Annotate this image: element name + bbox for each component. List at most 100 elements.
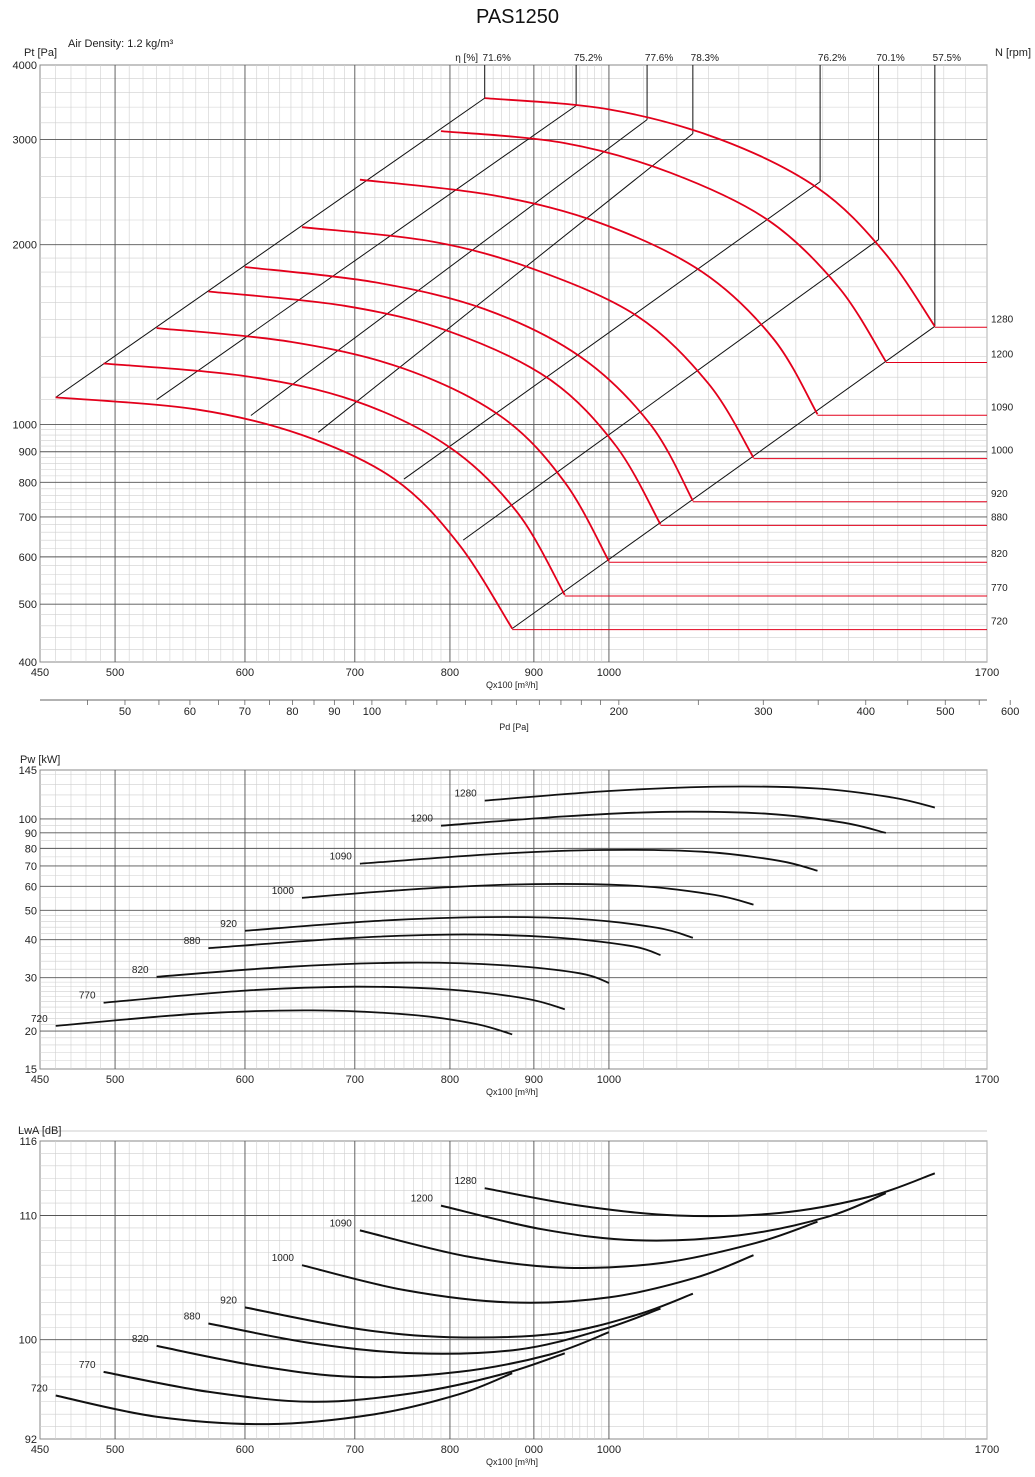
efficiency-label: 77.6% — [645, 53, 673, 64]
speed-curve — [55, 396, 513, 630]
power-curve-label: 770 — [79, 991, 96, 1002]
efficiency-line — [250, 119, 648, 416]
x-axis-label: Qx100 [m³/h] — [486, 1087, 538, 1097]
x-tick-label: 450 — [31, 1074, 49, 1086]
efficiency-line — [511, 325, 936, 630]
power-curve — [156, 961, 610, 984]
sound-curve-label: 820 — [132, 1334, 149, 1345]
x-tick-label: 600 — [236, 1074, 254, 1086]
speed-curve — [156, 327, 610, 562]
y-axis-label: LwA [dB] — [18, 1125, 61, 1137]
efficiency-line — [55, 97, 485, 398]
efficiency-line — [156, 105, 577, 401]
y-tick-label: 20 — [25, 1026, 37, 1038]
rpm-label: 1280 — [991, 314, 1014, 325]
power-curve-label: 720 — [31, 1014, 48, 1025]
x-tick-label: 600 — [236, 1444, 254, 1456]
x-tick-label: 450 — [31, 667, 49, 679]
pd-tick-label: 600 — [1001, 706, 1019, 718]
pd-tick-label: 60 — [184, 706, 196, 718]
efficiency-label: 70.1% — [876, 53, 904, 64]
efficiency-axis-label: η [%] — [455, 53, 478, 64]
x-tick-label: 900 — [525, 667, 543, 679]
x-tick-label: 1000 — [597, 667, 621, 679]
y-tick-label: 800 — [19, 477, 37, 489]
power-curve — [103, 985, 566, 1011]
pd-tick-label: 300 — [754, 706, 772, 718]
x-tick-label: 500 — [106, 1074, 124, 1086]
sound-curve — [484, 1172, 936, 1218]
y-tick-label: 80 — [25, 843, 37, 855]
x-tick-label: 700 — [346, 1074, 364, 1086]
sound-curve — [55, 1372, 513, 1426]
y-tick-label: 145 — [19, 765, 37, 777]
sound-curve — [301, 1254, 754, 1304]
x-axis-label: Qx100 [m³/h] — [486, 1457, 538, 1467]
power-curve — [301, 883, 754, 906]
efficiency-label: 78.3% — [691, 53, 719, 64]
x-tick-label: 1000 — [597, 1444, 621, 1456]
power-curve-label: 1280 — [454, 789, 477, 800]
air-density-note: Air Density: 1.2 kg/m³ — [68, 38, 173, 50]
power-curve-label: 1200 — [411, 814, 434, 825]
rpm-label: 920 — [991, 489, 1008, 500]
y-tick-label: 50 — [25, 905, 37, 917]
y-tick-label: 100 — [19, 814, 37, 826]
y-tick-label: 90 — [25, 828, 37, 840]
pd-tick-label: 50 — [119, 706, 131, 718]
y-tick-label: 4000 — [13, 60, 37, 72]
y-tick-label: 1000 — [13, 419, 37, 431]
efficiency-label: 76.2% — [818, 53, 846, 64]
efficiency-label: 75.2% — [574, 53, 602, 64]
rpm-label: 1000 — [991, 446, 1014, 457]
y-tick-label: 116 — [19, 1136, 37, 1148]
plot-frame — [39, 64, 988, 663]
speed-curve — [484, 97, 936, 327]
pd-tick-label: 100 — [363, 706, 381, 718]
y-tick-label: 60 — [25, 881, 37, 893]
power-curve-label: 880 — [184, 936, 201, 947]
pd-tick-label: 70 — [239, 706, 251, 718]
sound-curve — [103, 1352, 566, 1403]
power-curve — [244, 916, 694, 939]
x-tick-label: 800 — [441, 1444, 459, 1456]
speed-curve — [440, 130, 887, 362]
power-curve-label: 1000 — [272, 886, 295, 897]
power-curve — [55, 1009, 513, 1036]
pd-tick-label: 90 — [328, 706, 340, 718]
pressure-chart: 400 500 600 700 800 900 1000 2000 3000 4000 450 500… — [13, 38, 1031, 732]
y-tick-label: 700 — [19, 512, 37, 524]
pd-tick-label: 200 — [610, 706, 628, 718]
x-tick-label: 1700 — [975, 1444, 999, 1456]
sound-curve — [156, 1331, 610, 1379]
speed-curve — [301, 226, 755, 459]
sound-curve-label: 1280 — [454, 1176, 477, 1187]
power-curve-label: 920 — [220, 919, 237, 930]
y-tick-label: 2000 — [13, 240, 37, 252]
y-tick-label: 600 — [19, 552, 37, 564]
x-tick-label: 450 — [31, 1444, 49, 1456]
efficiency-line — [317, 133, 694, 433]
efficiency-line — [462, 239, 879, 541]
sound-curve — [244, 1292, 694, 1339]
rpm-axis-label: N [rpm] — [995, 47, 1031, 59]
y-tick-label: 15 — [25, 1064, 37, 1076]
sound-curve — [359, 1220, 818, 1269]
pd-axis-label: Pd [Pa] — [499, 722, 529, 732]
pd-tick-label: 500 — [936, 706, 954, 718]
y-tick-label: 100 — [19, 1335, 37, 1347]
y-tick-label: 400 — [19, 657, 37, 669]
x-tick-label: 500 — [106, 1444, 124, 1456]
efficiency-label: 57.5% — [933, 53, 961, 64]
sound-curve-label: 1090 — [330, 1218, 353, 1229]
x-tick-label: 700 — [346, 667, 364, 679]
x-tick-label: 1700 — [975, 667, 999, 679]
x-tick-label: 800 — [441, 1074, 459, 1086]
rpm-label: 880 — [991, 512, 1008, 523]
y-tick-label: 40 — [25, 935, 37, 947]
speed-curve — [359, 178, 819, 415]
x-tick-label: 900 — [525, 1074, 543, 1086]
y-tick-label: 92 — [25, 1434, 37, 1446]
x-tick-label: 600 — [236, 667, 254, 679]
